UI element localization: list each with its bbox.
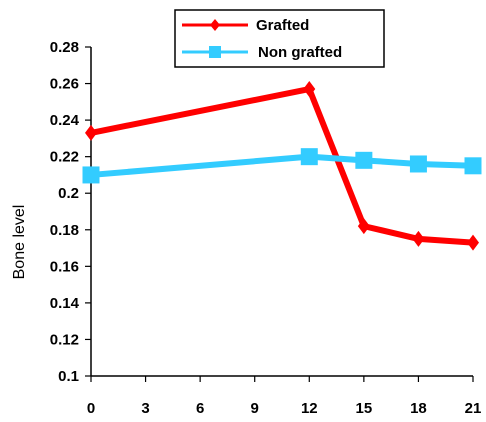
legend-item: Grafted (182, 17, 309, 34)
series-group (82, 81, 482, 251)
x-tick-label: 3 (141, 400, 149, 417)
series-non-grafted (82, 148, 482, 184)
data-point (467, 234, 479, 251)
y-tick-label: 0.1 (58, 368, 79, 385)
y-tick-label: 0.28 (50, 39, 79, 56)
data-point (82, 166, 100, 184)
data-point (300, 148, 318, 166)
y-tick-labels: 0.1 0.12 0.14 0.16 0.18 0.2 0.22 0.24 0.26 0.28 (50, 39, 80, 385)
y-tick-label: 0.24 (50, 112, 80, 129)
data-point (412, 230, 425, 247)
axes (85, 46, 474, 382)
data-point (355, 151, 373, 169)
x-tick-label: 0 (87, 400, 95, 417)
y-axis-label: Bone level (11, 205, 28, 280)
x-tick-label: 9 (251, 400, 259, 417)
y-tick-label: 0.22 (50, 149, 79, 166)
y-tick-label: 0.16 (50, 258, 79, 275)
y-tick-label: 0.14 (50, 295, 80, 312)
legend-marker (209, 46, 221, 58)
data-point (303, 81, 316, 98)
legend-marker (210, 19, 220, 31)
x-tick-label: 15 (356, 400, 373, 417)
x-tick-label: 6 (196, 400, 204, 417)
y-tick-label: 0.2 (58, 185, 79, 202)
y-tick-label: 0.18 (50, 222, 79, 239)
data-point (357, 218, 370, 235)
y-tick-label: 0.12 (50, 331, 79, 348)
y-tick-label: 0.26 (50, 76, 79, 93)
x-tick-label: 18 (410, 400, 427, 417)
legend-label: Non grafted (258, 44, 342, 61)
data-point (85, 124, 97, 141)
x-tick-label: 12 (301, 400, 318, 417)
x-tick-labels: 0 3 6 9 12 15 18 21 (87, 400, 482, 417)
series-grafted (85, 81, 479, 251)
data-point (464, 157, 482, 175)
data-point (409, 155, 427, 173)
legend: Grafted Non grafted (174, 9, 385, 68)
x-tick-label: 21 (465, 400, 482, 417)
legend-label: Grafted (256, 17, 309, 34)
legend-item: Non grafted (182, 44, 342, 61)
